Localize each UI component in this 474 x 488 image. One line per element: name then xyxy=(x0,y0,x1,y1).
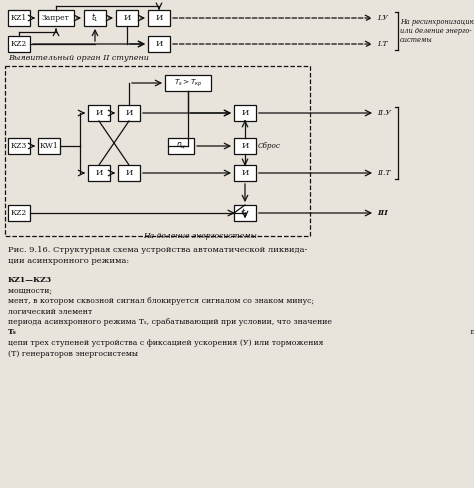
Bar xyxy=(88,105,110,121)
Text: Рис. 9.16. Структурная схема устройства автоматической ликвида-: Рис. 9.16. Структурная схема устройства … xyxy=(8,246,307,254)
Text: $T_s>T_{кр}$: $T_s>T_{кр}$ xyxy=(173,77,202,89)
Text: И: И xyxy=(125,169,133,177)
Bar xyxy=(38,10,74,26)
Text: ции асинхронного режима:: ции асинхронного режима: xyxy=(8,257,129,265)
Text: логический элемент: логический элемент xyxy=(8,307,97,316)
Text: И: И xyxy=(123,14,131,22)
Text: И: И xyxy=(241,169,249,177)
Text: И: И xyxy=(241,142,249,150)
Text: Tₛ: Tₛ xyxy=(8,328,17,337)
Text: I.У: I.У xyxy=(377,14,388,22)
Text: периода асинхронного режима Tₛ, срабатывающий при условии, что значение: периода асинхронного режима Tₛ, срабатыв… xyxy=(8,318,332,326)
Text: И: И xyxy=(155,40,163,48)
Text: КW1: КW1 xyxy=(40,142,58,150)
Bar xyxy=(234,105,256,121)
Bar xyxy=(38,138,60,154)
Text: I.T: I.T xyxy=(377,40,388,48)
Text: $t_1$: $t_1$ xyxy=(91,12,99,24)
Text: $n_ц$: $n_ц$ xyxy=(176,141,186,151)
Text: И: И xyxy=(95,109,103,117)
Text: цепи трех ступеней устройства с фиксацией ускорения (У) или торможения: цепи трех ступеней устройства с фиксацие… xyxy=(8,339,323,347)
Text: КZ1—КZ3: КZ1—КZ3 xyxy=(8,276,52,284)
Bar xyxy=(84,10,106,26)
Bar xyxy=(118,105,140,121)
Text: превышает критическое значение: превышает критическое значение xyxy=(468,328,474,337)
Text: КZ3: КZ3 xyxy=(11,142,27,150)
Bar xyxy=(8,10,30,26)
Text: мент, в котором сквозной сигнал блокируется сигналом со знаком минус;: мент, в котором сквозной сигнал блокируе… xyxy=(8,297,319,305)
Text: (Т) генераторов энергосистемы: (Т) генераторов энергосистемы xyxy=(8,349,138,358)
Bar xyxy=(116,10,138,26)
Text: И: И xyxy=(125,109,133,117)
Bar xyxy=(148,10,170,26)
Text: мощности;: мощности; xyxy=(8,286,57,294)
Text: II.T: II.T xyxy=(377,169,391,177)
Text: $t_1$: $t_1$ xyxy=(241,207,249,219)
Bar xyxy=(234,205,256,221)
Text: Сброс: Сброс xyxy=(258,142,281,150)
Bar xyxy=(8,138,30,154)
Text: И: И xyxy=(241,109,249,117)
Bar xyxy=(118,165,140,181)
Text: КZ2: КZ2 xyxy=(11,209,27,217)
Bar xyxy=(234,165,256,181)
Text: КZ1: КZ1 xyxy=(11,14,27,22)
Text: КZ2: КZ2 xyxy=(11,40,27,48)
Bar xyxy=(8,205,30,221)
Text: И: И xyxy=(95,169,103,177)
Text: И: И xyxy=(155,14,163,22)
Bar xyxy=(5,66,310,236)
Text: Выявительный орган II ступени: Выявительный орган II ступени xyxy=(8,54,149,62)
Text: На ресинхронизацию
или деление энерго-
системы: На ресинхронизацию или деление энерго- с… xyxy=(400,18,474,44)
Bar xyxy=(8,36,30,52)
Text: II.У: II.У xyxy=(377,109,391,117)
Text: Запрет: Запрет xyxy=(42,14,70,22)
Bar xyxy=(234,138,256,154)
Text: III: III xyxy=(377,209,388,217)
Text: На деление энергосистемы: На деление энергосистемы xyxy=(143,232,257,240)
Bar xyxy=(165,75,211,91)
Bar xyxy=(168,138,194,154)
Bar xyxy=(88,165,110,181)
Bar xyxy=(148,36,170,52)
